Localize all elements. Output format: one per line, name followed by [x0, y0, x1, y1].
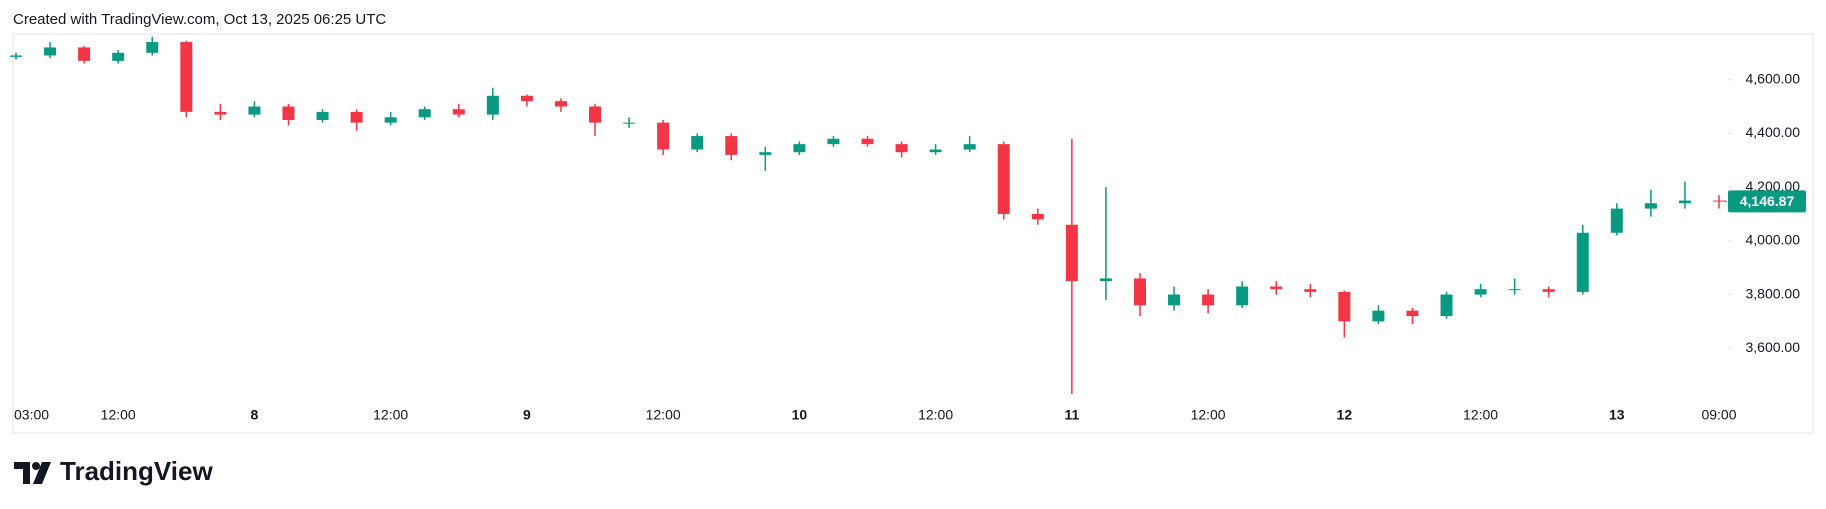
x-tick-label: 12:00: [373, 407, 408, 423]
candle-body: [1099, 278, 1112, 282]
y-tick-label: 3,800.00: [1746, 285, 1801, 301]
candle-body: [418, 109, 431, 118]
header-text: Created with TradingView.com, Oct 13, 20…: [13, 11, 386, 28]
candle-body: [861, 138, 874, 145]
candle-body: [248, 106, 261, 115]
candle-body: [486, 95, 499, 115]
candle-body: [452, 109, 465, 115]
x-tick-label: 12:00: [1463, 407, 1498, 423]
candle-body: [214, 111, 227, 115]
candle-body: [759, 152, 772, 155]
candle-body: [691, 136, 704, 150]
candle-body: [1168, 294, 1181, 306]
y-tick-label: 4,600.00: [1746, 70, 1801, 86]
brand-name: TradingView: [60, 456, 213, 486]
candle-body: [112, 52, 125, 61]
candle-body: [520, 95, 533, 102]
candle-body: [1236, 286, 1249, 306]
candle-body: [1406, 310, 1419, 317]
x-tick-label: 11: [1064, 407, 1079, 423]
candle-body: [180, 42, 193, 112]
candle-body: [1065, 224, 1078, 282]
candle-body: [10, 55, 22, 57]
candle-body: [384, 117, 397, 123]
chart-frame: [12, 33, 1814, 434]
x-tick-label: 03:00: [14, 407, 49, 423]
candle-body: [1440, 294, 1453, 317]
candle-body: [827, 138, 840, 145]
y-tick-label: 4,400.00: [1746, 124, 1801, 140]
candle-body: [793, 144, 806, 153]
y-tick-label: 4,200.00: [1746, 178, 1801, 194]
candle-body: [963, 144, 976, 150]
x-tick-label: 13: [1609, 407, 1625, 423]
candle-body: [1678, 200, 1691, 204]
candle-body: [1542, 289, 1555, 292]
x-tick-label: 12:00: [918, 407, 953, 423]
candle-body: [44, 47, 57, 56]
candle-body: [1508, 289, 1521, 291]
candle-body: [1576, 232, 1589, 292]
x-tick-label: 12: [1337, 407, 1353, 423]
candle-body: [316, 111, 329, 120]
candle-body: [146, 42, 159, 53]
candle-body: [1474, 289, 1487, 295]
brand-logo: [14, 462, 51, 484]
candle-body: [997, 144, 1010, 214]
candle-body: [623, 122, 636, 124]
last-price-box: [1728, 190, 1806, 213]
candle-body: [929, 149, 942, 153]
candle-body: [1713, 200, 1725, 202]
candle-body: [1133, 278, 1146, 306]
candle-body: [657, 122, 670, 150]
candle-body: [282, 106, 295, 120]
last-price-label: 4,146.87: [1740, 193, 1795, 209]
x-tick-label: 12:00: [101, 407, 136, 423]
candle-body: [1270, 286, 1283, 290]
candle-body: [1372, 310, 1385, 322]
candle-body: [589, 106, 602, 123]
candle-body: [1031, 213, 1044, 220]
x-tick-label: 12:00: [646, 407, 681, 423]
x-tick-label: 12:00: [1191, 407, 1226, 423]
y-tick-label: 3,600.00: [1746, 339, 1801, 355]
x-tick-label: 8: [251, 407, 259, 423]
candle-body: [1610, 208, 1623, 233]
candle-body: [350, 111, 363, 123]
candle-body: [1202, 294, 1215, 306]
candle-body: [895, 144, 908, 153]
x-tick-label: 9: [523, 407, 531, 423]
candle-body: [1304, 289, 1317, 292]
candle-body: [1644, 203, 1657, 209]
candle-body: [78, 47, 91, 61]
candle-body: [554, 101, 567, 107]
x-tick-label: 09:00: [1701, 407, 1736, 423]
candle-body: [1338, 291, 1351, 322]
candle-body: [725, 136, 738, 155]
x-tick-label: 10: [792, 407, 808, 423]
y-tick-label: 4,000.00: [1746, 232, 1801, 248]
